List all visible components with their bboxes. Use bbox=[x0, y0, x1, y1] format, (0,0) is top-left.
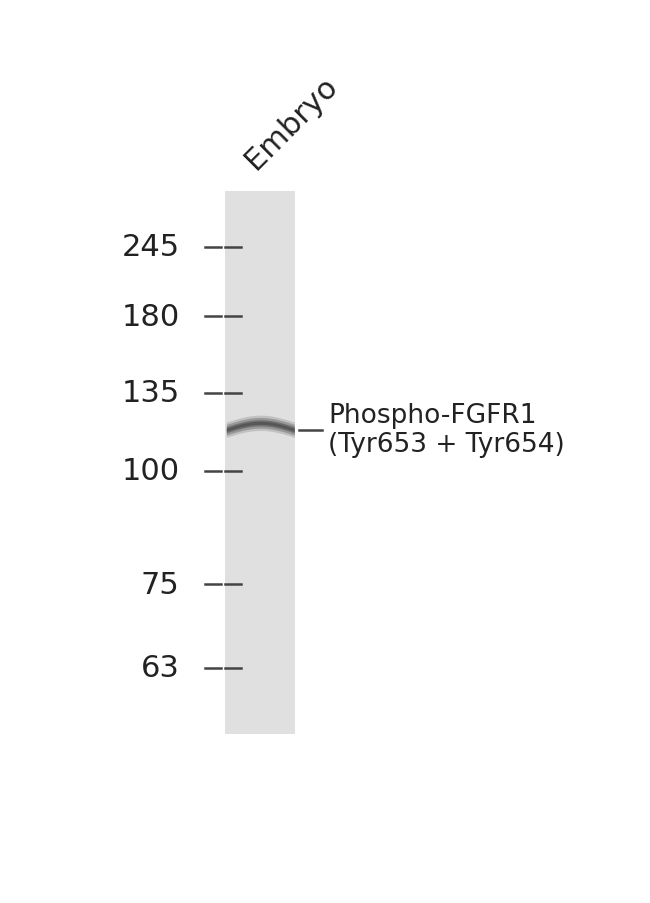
Text: 63: 63 bbox=[140, 654, 179, 683]
Text: 100: 100 bbox=[122, 457, 179, 486]
Text: 135: 135 bbox=[122, 379, 179, 408]
Text: Phospho-FGFR1: Phospho-FGFR1 bbox=[328, 403, 537, 429]
Text: (Tyr653 + Tyr654): (Tyr653 + Tyr654) bbox=[328, 432, 565, 458]
Text: 180: 180 bbox=[122, 303, 179, 331]
Text: 245: 245 bbox=[122, 233, 179, 262]
Text: 75: 75 bbox=[141, 570, 179, 599]
Text: Embryo: Embryo bbox=[240, 71, 343, 174]
Bar bbox=[225, 191, 295, 734]
